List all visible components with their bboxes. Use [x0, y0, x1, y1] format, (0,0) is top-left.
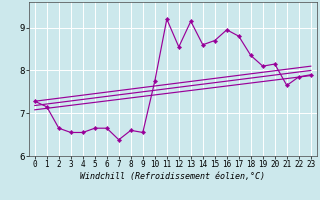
X-axis label: Windchill (Refroidissement éolien,°C): Windchill (Refroidissement éolien,°C)	[80, 172, 265, 181]
